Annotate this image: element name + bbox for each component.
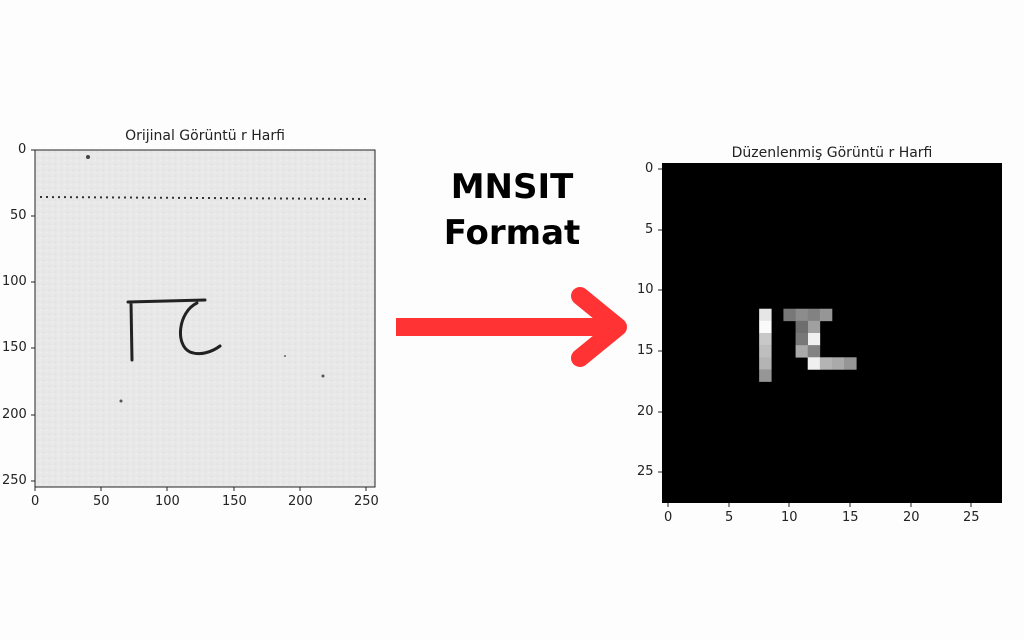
pixel xyxy=(807,345,821,358)
format-heading-line2: Format xyxy=(443,213,581,253)
speck xyxy=(321,374,325,378)
pixel-canvas xyxy=(662,163,1002,503)
pixel xyxy=(844,357,857,370)
pixel xyxy=(807,308,821,322)
processed-image-title: Düzenlenmiş Görüntü r Harfi xyxy=(731,145,933,161)
y-tick-label: 20 xyxy=(637,404,654,419)
x-tick-label: 25 xyxy=(963,510,980,525)
x-tick-label: 250 xyxy=(354,494,379,509)
original-image-title: Orijinal Görüntü r Harfi xyxy=(125,128,285,144)
x-tick-label: 5 xyxy=(725,510,734,525)
y-tick-label: 0 xyxy=(18,142,27,157)
handwritten-character xyxy=(126,298,222,362)
format-heading-line1: MNSIT xyxy=(450,167,574,207)
pixel xyxy=(819,308,833,322)
speck xyxy=(284,355,286,357)
pixel xyxy=(759,345,772,358)
x-tick-label: 15 xyxy=(842,510,859,525)
pixel xyxy=(807,357,821,370)
x-tick-label: 100 xyxy=(155,494,180,509)
y-tick-label: 15 xyxy=(637,343,654,358)
pixel xyxy=(807,333,821,346)
pixel xyxy=(759,320,772,334)
y-tick-label: 150 xyxy=(2,340,27,355)
pixel xyxy=(832,357,845,370)
pixel xyxy=(759,333,772,346)
x-tick-label: 0 xyxy=(31,494,40,509)
x-tick-label: 20 xyxy=(903,510,920,525)
x-tick-label: 10 xyxy=(781,510,798,525)
y-tick-label: 10 xyxy=(637,282,654,297)
pixel xyxy=(795,345,809,358)
speck xyxy=(119,399,123,403)
pixel xyxy=(759,369,772,382)
paper-background xyxy=(34,149,376,488)
y-tick-label: 200 xyxy=(2,407,27,422)
y-tick-label: 250 xyxy=(2,473,27,488)
y-tick-label: 50 xyxy=(10,208,27,223)
pixel xyxy=(759,357,772,370)
x-tick-label: 200 xyxy=(288,494,313,509)
x-tick-label: 150 xyxy=(222,494,247,509)
y-tick-label: 100 xyxy=(2,274,27,289)
pixel xyxy=(807,320,821,334)
dotted-ruling-line xyxy=(39,196,371,200)
speck xyxy=(86,155,90,159)
pixel xyxy=(819,357,833,370)
y-tick-label: 0 xyxy=(645,161,654,176)
pixel xyxy=(795,308,809,322)
pixel xyxy=(795,320,809,334)
x-tick-label: 50 xyxy=(93,494,110,509)
pixel xyxy=(759,308,772,322)
format-heading: MNSIT Format xyxy=(412,164,612,256)
pixel xyxy=(783,308,796,322)
y-tick-label: 25 xyxy=(637,464,654,479)
pixel xyxy=(795,333,809,346)
x-tick-label: 0 xyxy=(664,510,673,525)
y-tick-label: 5 xyxy=(645,222,654,237)
